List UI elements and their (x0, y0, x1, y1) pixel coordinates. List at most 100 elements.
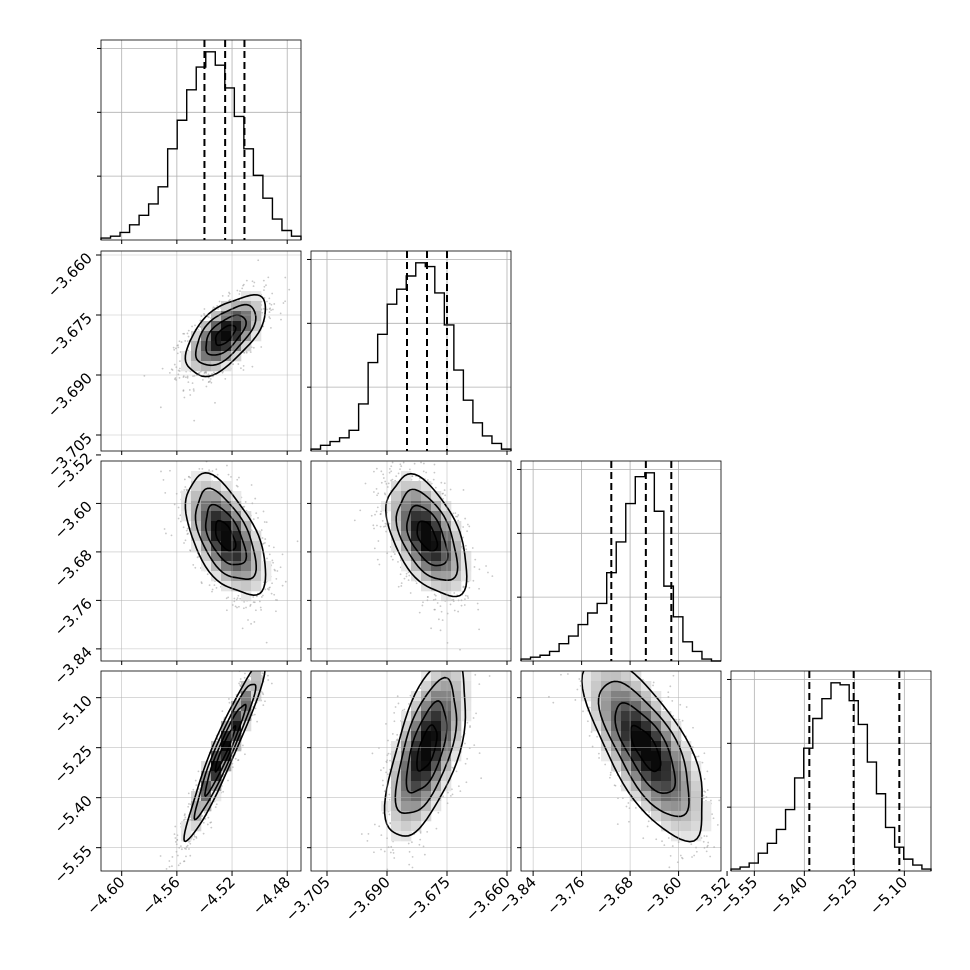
sample-point (359, 509, 362, 512)
sample-point (173, 348, 176, 351)
density-cell (411, 521, 422, 532)
density-cell (211, 341, 222, 352)
density-cell (401, 491, 412, 502)
density-cell (191, 471, 202, 482)
sample-point (171, 856, 174, 858)
density-cell (261, 561, 272, 572)
sample-point (238, 293, 241, 295)
sample-point (373, 527, 375, 530)
sample-point (476, 602, 479, 605)
sample-point (251, 280, 254, 283)
sample-point (239, 597, 242, 600)
sample-point (260, 596, 263, 598)
sample-point (267, 635, 269, 637)
density-cell (431, 581, 442, 592)
sample-point (460, 545, 463, 548)
sample-point (184, 486, 187, 488)
sample-point (165, 532, 167, 535)
sample-point (485, 565, 487, 567)
density-cell (231, 531, 242, 542)
sample-point (225, 609, 228, 612)
sample-point (183, 478, 186, 481)
sample-point (380, 481, 383, 484)
density-cell (231, 561, 242, 572)
sample-point (268, 302, 271, 305)
sample-point (415, 456, 417, 458)
sample-point (268, 638, 270, 640)
sample-point (260, 346, 263, 348)
sample-point (193, 419, 196, 422)
sample-point (208, 381, 210, 383)
sample-point (271, 292, 274, 295)
sample-point (462, 489, 465, 491)
density-cell (401, 481, 412, 492)
sample-point (238, 476, 240, 479)
sample-point (200, 315, 203, 317)
sample-point (434, 486, 437, 489)
sample-point (388, 471, 391, 474)
sample-point (159, 406, 162, 409)
sample-point (478, 628, 480, 631)
sample-point (472, 579, 475, 582)
sample-point (382, 477, 385, 479)
density-cell (401, 471, 412, 482)
density-cell (191, 481, 202, 492)
density-cell (201, 361, 212, 372)
sample-point (433, 471, 436, 474)
histogram-2 (520, 472, 721, 662)
sample-point (161, 367, 164, 370)
sample-point (400, 585, 403, 587)
sample-point (386, 486, 389, 488)
sample-point (256, 720, 259, 723)
density-cell (231, 511, 242, 522)
sample-point (228, 291, 230, 294)
sample-point (453, 592, 456, 594)
density-cell (221, 511, 232, 522)
sample-point (227, 295, 230, 297)
density-cell (221, 521, 232, 532)
sample-point (178, 370, 181, 372)
sample-point (281, 584, 284, 587)
sample-point (247, 619, 249, 621)
sample-point (227, 596, 230, 599)
sample-point (464, 598, 466, 601)
sample-point (372, 524, 375, 527)
sample-point (198, 467, 201, 470)
sample-point (236, 289, 239, 292)
density-cell (221, 301, 232, 312)
density-cell (431, 541, 442, 552)
sample-point (178, 360, 181, 363)
sample-point (189, 854, 192, 857)
density-cell (241, 311, 252, 322)
histogram-1 (310, 262, 512, 451)
sample-point (240, 367, 242, 370)
density-cell (241, 561, 252, 572)
sample-point (407, 571, 410, 574)
sample-point (266, 308, 268, 311)
sample-point (421, 459, 423, 461)
density-cell (431, 571, 442, 582)
density-cell (201, 531, 212, 542)
sample-point (201, 467, 204, 470)
density-cell (191, 331, 202, 342)
contour-3 (384, 472, 468, 598)
sample-point (380, 470, 383, 473)
sample-point (264, 588, 267, 591)
sample-point (168, 371, 171, 374)
sample-point (242, 369, 245, 371)
sample-point (403, 577, 406, 580)
sample-point (261, 311, 264, 314)
sample-point (234, 605, 237, 608)
sample-point (262, 704, 265, 707)
sample-point (381, 519, 384, 522)
sample-point (275, 577, 278, 580)
sample-point (270, 303, 273, 306)
sample-point (271, 582, 273, 585)
hist-panel-0 (97, 39, 302, 241)
density-cell (221, 331, 232, 342)
density-cell (221, 351, 232, 362)
density-cell (221, 531, 232, 542)
sample-point (163, 528, 166, 530)
sample-point (183, 332, 186, 335)
